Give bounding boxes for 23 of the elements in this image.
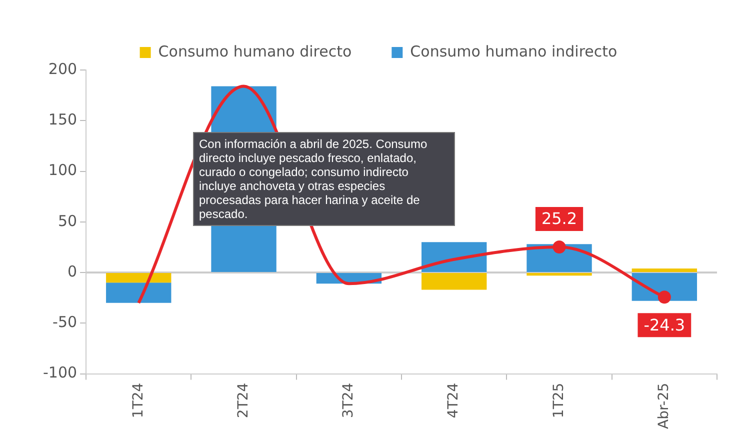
legend-label: Consumo humano directo [158, 42, 352, 60]
annotation: Con información a abril de 2025. Consumo directo incluye pescado fresco, enlatado, curado o congelado; consumo indirecto incluye anchoveta y otras especies procesadas para hacer harina y aceite de pescado. [193, 132, 455, 226]
x-tick-label: 4T24 [446, 382, 462, 418]
y-tick-label: 0 [67, 262, 78, 280]
x-tick-label: 2T24 [235, 382, 252, 418]
bar [106, 282, 172, 303]
bar [422, 273, 487, 290]
bar [526, 273, 592, 276]
y-tick-label: 100 [48, 161, 78, 180]
y-tick-label: 150 [48, 110, 78, 129]
y-tick-label: 200 [48, 60, 78, 78]
x-tick-label: 3T24 [340, 382, 357, 418]
legend-label: Consumo humano indirecto [410, 42, 618, 60]
data-label: -24.3 [644, 315, 686, 334]
y-tick-label: 50 [58, 212, 78, 230]
data-label: 25.2 [541, 209, 578, 228]
y-tick-label: -50 [52, 313, 78, 332]
bar [632, 268, 698, 272]
bar [106, 273, 172, 283]
x-tick-label: 1T25 [550, 382, 567, 418]
x-tick-label: Abr-25 [656, 382, 672, 430]
y-tick-label: -100 [42, 364, 78, 382]
x-tick-label: 1T24 [130, 382, 146, 418]
